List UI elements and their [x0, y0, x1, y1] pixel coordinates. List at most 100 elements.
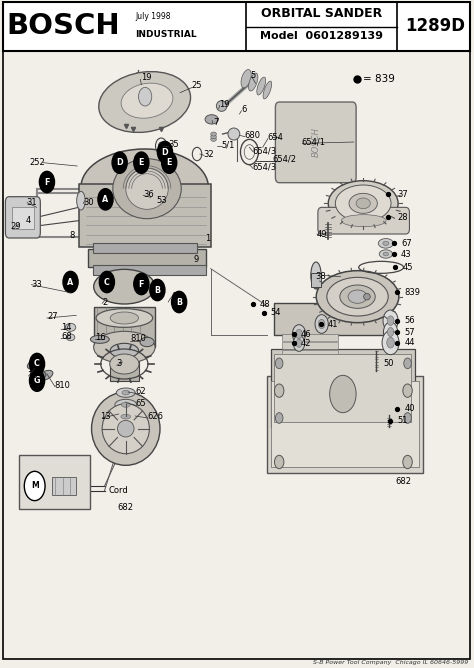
Circle shape — [157, 142, 173, 163]
Text: INDUSTRIAL: INDUSTRIAL — [135, 29, 197, 39]
FancyBboxPatch shape — [152, 192, 171, 206]
Ellipse shape — [211, 132, 217, 136]
Ellipse shape — [65, 323, 76, 331]
FancyBboxPatch shape — [18, 456, 91, 508]
Text: 7: 7 — [213, 118, 219, 126]
Text: 654/3: 654/3 — [253, 146, 277, 155]
Circle shape — [29, 353, 45, 375]
Text: G: G — [34, 376, 40, 385]
Ellipse shape — [33, 371, 46, 380]
Circle shape — [134, 273, 149, 295]
Text: 49: 49 — [317, 230, 328, 238]
Circle shape — [404, 413, 411, 424]
Ellipse shape — [364, 293, 370, 300]
Ellipse shape — [349, 193, 377, 213]
Circle shape — [112, 152, 127, 174]
FancyBboxPatch shape — [311, 273, 321, 287]
Text: 810: 810 — [130, 334, 146, 343]
Ellipse shape — [340, 285, 375, 309]
Ellipse shape — [217, 101, 227, 112]
Text: 839: 839 — [405, 287, 421, 297]
Circle shape — [319, 319, 325, 329]
Ellipse shape — [110, 312, 138, 324]
Circle shape — [24, 472, 45, 500]
FancyBboxPatch shape — [88, 248, 206, 267]
Ellipse shape — [248, 73, 258, 91]
Ellipse shape — [383, 241, 389, 245]
Ellipse shape — [211, 138, 217, 142]
FancyBboxPatch shape — [5, 196, 40, 238]
Ellipse shape — [121, 83, 173, 118]
Text: S-B Power Tool Company  Chicago IL 60646-5999: S-B Power Tool Company Chicago IL 60646-… — [313, 660, 468, 665]
FancyBboxPatch shape — [318, 207, 410, 234]
FancyBboxPatch shape — [274, 354, 411, 422]
FancyBboxPatch shape — [282, 334, 338, 341]
Ellipse shape — [378, 238, 393, 248]
Text: 62: 62 — [135, 387, 146, 397]
Text: 53: 53 — [156, 196, 167, 205]
Text: 810: 810 — [55, 381, 70, 391]
Text: 57: 57 — [405, 327, 415, 337]
Ellipse shape — [121, 414, 131, 419]
Ellipse shape — [102, 403, 149, 454]
Circle shape — [274, 456, 284, 469]
FancyBboxPatch shape — [52, 477, 76, 495]
Text: 28: 28 — [397, 213, 408, 222]
Circle shape — [293, 335, 305, 351]
Text: 13: 13 — [100, 412, 110, 421]
Text: 30: 30 — [83, 198, 94, 206]
Text: E: E — [166, 158, 172, 167]
Text: 44: 44 — [405, 338, 415, 347]
FancyBboxPatch shape — [282, 350, 338, 357]
Text: 45: 45 — [403, 263, 413, 272]
Text: 19: 19 — [141, 73, 152, 82]
Text: B: B — [176, 297, 182, 307]
FancyBboxPatch shape — [110, 351, 138, 381]
Text: July 1998: July 1998 — [135, 11, 171, 21]
Text: D: D — [162, 148, 168, 156]
Text: 16: 16 — [27, 371, 38, 381]
Text: 252: 252 — [29, 158, 45, 167]
Text: 35: 35 — [168, 140, 179, 149]
Text: 9: 9 — [193, 255, 199, 264]
Ellipse shape — [113, 159, 181, 218]
Circle shape — [134, 152, 149, 174]
FancyBboxPatch shape — [282, 342, 338, 349]
Text: 654/2: 654/2 — [272, 155, 296, 164]
Text: F: F — [44, 178, 50, 186]
Text: 33: 33 — [31, 279, 42, 289]
Text: 654: 654 — [267, 133, 283, 142]
Ellipse shape — [122, 390, 129, 395]
Text: 680: 680 — [244, 131, 260, 140]
Text: 1: 1 — [205, 234, 210, 243]
Text: 50: 50 — [383, 359, 393, 369]
Circle shape — [100, 271, 114, 293]
Ellipse shape — [356, 198, 370, 208]
Text: 19: 19 — [219, 100, 230, 108]
Text: 14: 14 — [61, 323, 72, 332]
Text: Cord: Cord — [109, 486, 128, 495]
Ellipse shape — [81, 149, 209, 226]
Text: 54: 54 — [271, 308, 281, 317]
Circle shape — [383, 322, 398, 342]
Ellipse shape — [91, 335, 109, 343]
Ellipse shape — [341, 214, 386, 226]
Text: 16: 16 — [95, 333, 106, 342]
Ellipse shape — [327, 277, 388, 316]
Text: 1289D: 1289D — [405, 17, 465, 35]
Ellipse shape — [38, 370, 53, 380]
Text: E: E — [139, 158, 144, 167]
Circle shape — [296, 329, 302, 339]
Ellipse shape — [126, 168, 168, 209]
FancyBboxPatch shape — [3, 2, 470, 51]
FancyBboxPatch shape — [271, 349, 415, 428]
Text: M: M — [31, 482, 38, 490]
FancyBboxPatch shape — [93, 265, 206, 275]
Text: 51: 51 — [397, 416, 408, 425]
Text: F: F — [139, 279, 144, 289]
Circle shape — [98, 188, 113, 210]
FancyBboxPatch shape — [267, 376, 423, 473]
Circle shape — [387, 337, 394, 348]
Ellipse shape — [27, 359, 42, 369]
Ellipse shape — [136, 190, 154, 210]
